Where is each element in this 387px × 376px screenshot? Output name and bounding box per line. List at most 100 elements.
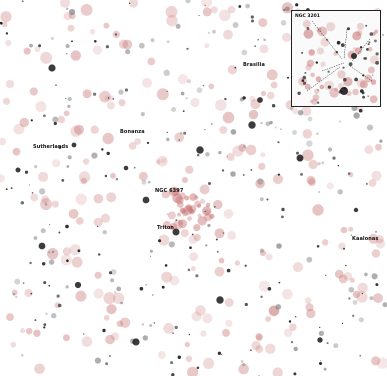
red-star bbox=[334, 87, 338, 92]
red-star bbox=[282, 289, 293, 300]
black-star bbox=[204, 210, 206, 213]
bright-star bbox=[248, 121, 256, 129]
red-star bbox=[59, 0, 71, 8]
bright-star bbox=[172, 228, 180, 236]
grey-star bbox=[166, 40, 170, 44]
red-star bbox=[35, 101, 47, 113]
grey-star bbox=[257, 178, 264, 185]
grey-star bbox=[187, 79, 191, 84]
red-star bbox=[75, 193, 87, 205]
pointer-line bbox=[343, 28, 348, 60]
black-star bbox=[30, 119, 33, 122]
black-star bbox=[187, 268, 191, 272]
red-star bbox=[80, 177, 88, 185]
black-star bbox=[198, 15, 200, 17]
black-star bbox=[56, 294, 60, 298]
black-star bbox=[106, 151, 110, 156]
red-star bbox=[57, 115, 66, 124]
black-star bbox=[343, 77, 347, 82]
red-star bbox=[62, 334, 70, 342]
red-star bbox=[265, 253, 273, 261]
red-star bbox=[375, 235, 384, 244]
red-star bbox=[90, 125, 99, 134]
red-star bbox=[258, 162, 266, 170]
red-star bbox=[202, 313, 213, 324]
grey-star bbox=[147, 180, 151, 184]
black-star bbox=[257, 38, 260, 41]
black-star bbox=[368, 41, 371, 44]
red-star bbox=[156, 155, 168, 167]
red-star bbox=[373, 293, 383, 304]
grey-star bbox=[142, 335, 148, 341]
red-star bbox=[259, 44, 269, 54]
grey-star bbox=[67, 96, 72, 102]
red-star bbox=[315, 76, 322, 82]
red-star bbox=[0, 11, 12, 23]
black-star bbox=[177, 355, 181, 359]
black-star bbox=[222, 232, 224, 234]
grey-star bbox=[33, 236, 38, 240]
black-star bbox=[202, 84, 205, 87]
grey-star bbox=[259, 197, 264, 202]
inset-star-field bbox=[297, 19, 379, 105]
black-star bbox=[34, 319, 37, 322]
black-star bbox=[280, 128, 282, 130]
black-star bbox=[43, 326, 46, 329]
red-star bbox=[305, 303, 314, 312]
grey-star bbox=[141, 179, 147, 185]
black-star bbox=[211, 123, 213, 125]
black-star bbox=[5, 32, 9, 35]
black-star bbox=[170, 361, 174, 365]
red-star bbox=[75, 290, 87, 302]
bright-star bbox=[257, 97, 263, 103]
black-star bbox=[260, 295, 263, 298]
black-star bbox=[55, 84, 57, 86]
grey-star bbox=[45, 312, 48, 315]
grey-star bbox=[69, 8, 76, 16]
black-star bbox=[150, 255, 151, 257]
red-star bbox=[34, 363, 45, 375]
red-star bbox=[62, 247, 71, 256]
black-star bbox=[65, 224, 69, 229]
black-star bbox=[367, 95, 369, 97]
bright-star bbox=[142, 196, 150, 204]
black-star bbox=[133, 166, 136, 169]
red-star bbox=[178, 219, 188, 229]
red-star bbox=[193, 233, 201, 242]
grey-star bbox=[66, 7, 69, 10]
grey-star bbox=[67, 104, 71, 108]
red-star bbox=[371, 249, 381, 258]
grey-star bbox=[166, 213, 169, 216]
black-star bbox=[319, 326, 321, 329]
red-star bbox=[94, 271, 102, 279]
black-star bbox=[108, 355, 111, 357]
grey-star bbox=[269, 120, 273, 125]
black-star bbox=[234, 66, 237, 69]
red-star bbox=[172, 188, 180, 196]
grey-star bbox=[259, 248, 264, 253]
grey-star bbox=[34, 165, 38, 169]
black-star bbox=[58, 146, 62, 149]
red-star bbox=[175, 196, 184, 205]
black-star bbox=[242, 96, 246, 100]
red-star bbox=[189, 252, 199, 262]
red-star bbox=[138, 171, 148, 181]
red-star bbox=[187, 366, 199, 376]
grey-star bbox=[205, 152, 210, 157]
black-star bbox=[367, 43, 370, 46]
black-star bbox=[30, 292, 33, 295]
red-star bbox=[169, 275, 180, 286]
black-star bbox=[352, 314, 355, 317]
black-star bbox=[66, 259, 69, 263]
grey-star bbox=[260, 121, 263, 125]
red-star bbox=[165, 5, 178, 18]
bright-star bbox=[196, 146, 204, 154]
red-star bbox=[23, 47, 31, 55]
grey-star bbox=[94, 357, 101, 364]
red-star bbox=[215, 99, 227, 111]
grey-star bbox=[110, 278, 115, 283]
red-star bbox=[349, 277, 355, 283]
grey-star bbox=[289, 107, 294, 111]
red-star bbox=[106, 304, 117, 315]
